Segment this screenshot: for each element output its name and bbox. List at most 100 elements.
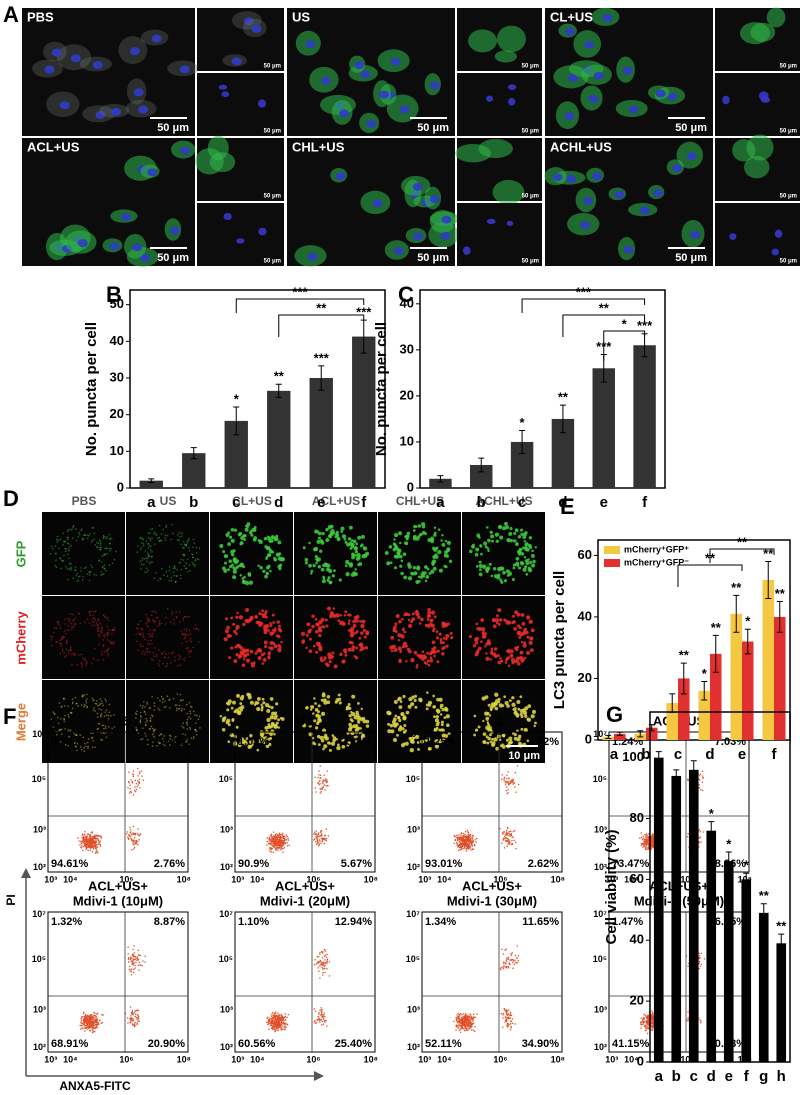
- event-dot: [321, 833, 322, 834]
- puncta: [140, 715, 142, 717]
- puncta: [72, 707, 74, 709]
- event-dot: [467, 844, 468, 845]
- puncta: [325, 528, 328, 531]
- nucleus: [232, 57, 242, 65]
- puncta: [425, 575, 429, 579]
- event-dot: [268, 1022, 269, 1023]
- puncta: [185, 616, 187, 618]
- puncta: [413, 566, 416, 569]
- puncta: [85, 700, 87, 702]
- puncta: [524, 531, 527, 534]
- event-dot: [135, 965, 136, 966]
- event-dot: [324, 1020, 325, 1021]
- puncta: [139, 537, 141, 539]
- puncta: [190, 728, 192, 730]
- puncta: [432, 695, 435, 698]
- nucleus: [486, 96, 493, 102]
- puncta: [142, 539, 144, 541]
- event-dot: [272, 839, 273, 840]
- puncta: [67, 536, 69, 538]
- puncta: [89, 574, 91, 576]
- scale-bar-label: 50 μm: [780, 129, 797, 135]
- event-dot: [101, 1023, 102, 1024]
- event-dot: [133, 794, 134, 795]
- puncta: [61, 733, 63, 735]
- puncta: [190, 713, 192, 715]
- row-label: GFP: [13, 540, 28, 567]
- puncta: [173, 651, 175, 653]
- puncta: [351, 645, 355, 649]
- nucleus: [110, 242, 120, 250]
- event-dot: [91, 1023, 92, 1024]
- event-dot: [134, 1023, 135, 1024]
- puncta: [513, 620, 516, 623]
- event-dot: [91, 1019, 92, 1020]
- quadrant-percent: 12.94%: [335, 916, 373, 928]
- puncta: [323, 698, 327, 702]
- event-dot: [703, 777, 704, 778]
- quadrant-percent: 5.67%: [341, 858, 372, 870]
- puncta: [70, 545, 72, 547]
- puncta: [325, 736, 329, 740]
- puncta: [357, 720, 360, 723]
- puncta: [190, 650, 192, 652]
- puncta: [151, 611, 153, 613]
- scale-bar-label: 50 μm: [675, 122, 707, 134]
- puncta: [152, 728, 154, 730]
- nucleus: [430, 81, 440, 89]
- puncta: [390, 729, 394, 733]
- puncta: [301, 640, 304, 643]
- nucleus: [564, 112, 574, 120]
- puncta: [56, 566, 58, 568]
- puncta: [529, 620, 533, 624]
- nucleus: [138, 106, 148, 114]
- event-dot: [512, 844, 513, 845]
- quadrant-percent: 94.61%: [51, 858, 89, 870]
- puncta: [55, 560, 57, 562]
- puncta: [140, 568, 142, 570]
- puncta: [63, 555, 65, 557]
- puncta: [518, 636, 521, 639]
- quadrant-percent: 1.09%: [238, 736, 269, 748]
- puncta: [85, 705, 87, 707]
- event-dot: [319, 954, 320, 955]
- puncta: [427, 618, 430, 621]
- event-dot: [476, 841, 477, 842]
- event-dot: [138, 828, 139, 829]
- puncta: [398, 646, 402, 650]
- puncta: [231, 539, 235, 543]
- event-dot: [470, 834, 471, 835]
- puncta: [407, 648, 411, 652]
- puncta: [228, 699, 232, 703]
- event-dot: [128, 781, 129, 782]
- puncta: [180, 630, 182, 632]
- quadrant-percent: 1.84%: [154, 736, 185, 748]
- event-dot: [513, 831, 514, 832]
- puncta: [234, 529, 237, 532]
- plot-frame: [235, 912, 375, 1052]
- puncta: [360, 727, 362, 729]
- puncta: [142, 707, 144, 709]
- event-dot: [314, 964, 315, 965]
- y-tick-label: 10³: [33, 1004, 46, 1014]
- puncta: [436, 636, 439, 639]
- event-dot: [86, 1016, 87, 1017]
- event-dot: [516, 792, 517, 793]
- puncta: [257, 565, 259, 567]
- event-dot: [270, 1022, 271, 1023]
- puncta: [482, 635, 485, 638]
- event-dot: [95, 841, 96, 842]
- nucleus: [690, 231, 700, 239]
- puncta: [97, 624, 99, 626]
- event-dot: [128, 959, 129, 960]
- event-dot: [511, 834, 512, 835]
- event-dot: [139, 962, 140, 963]
- puncta: [469, 635, 472, 638]
- puncta: [494, 693, 498, 697]
- y-tick-label: 10²: [33, 862, 46, 872]
- puncta: [180, 578, 182, 580]
- puncta: [147, 651, 149, 653]
- event-dot: [276, 1025, 277, 1026]
- puncta: [69, 528, 71, 530]
- y-tick-label: 10³: [407, 824, 420, 834]
